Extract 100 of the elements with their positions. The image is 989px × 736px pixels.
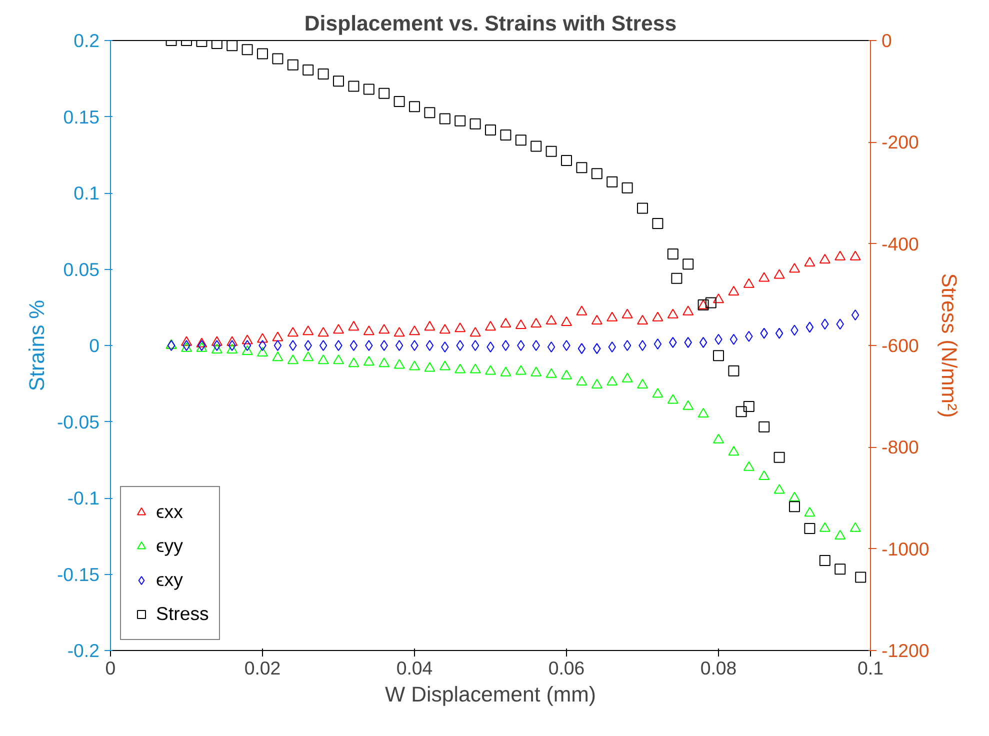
point	[774, 484, 785, 494]
x-tick-label: 0.02	[244, 658, 281, 678]
point	[363, 326, 374, 336]
y-tick-label: -0.15	[56, 564, 100, 585]
point	[743, 401, 754, 412]
point	[850, 250, 861, 260]
point	[530, 318, 542, 328]
point	[515, 365, 526, 375]
point	[705, 297, 716, 308]
point	[713, 350, 724, 362]
point	[561, 370, 572, 380]
y-tick-label: -0.2	[67, 640, 100, 661]
point	[622, 308, 633, 318]
y-axis-title: Strains %	[24, 300, 49, 392]
point	[804, 506, 816, 517]
point	[439, 113, 450, 124]
point	[348, 358, 360, 368]
point	[637, 314, 648, 324]
point	[394, 359, 405, 369]
point	[348, 80, 360, 92]
point	[819, 522, 830, 532]
point	[652, 388, 664, 398]
point	[682, 306, 694, 316]
point	[622, 372, 633, 382]
point	[213, 340, 221, 351]
point	[424, 320, 436, 331]
y-tick-label: 0.1	[74, 182, 100, 204]
y2-tick-label: -800	[882, 436, 919, 458]
point	[454, 364, 466, 374]
point	[606, 376, 618, 386]
point	[561, 316, 572, 326]
point	[439, 324, 450, 334]
point	[500, 366, 512, 376]
point	[318, 68, 329, 80]
point	[242, 44, 253, 56]
point	[789, 262, 800, 273]
point	[287, 327, 298, 337]
point	[652, 312, 664, 322]
point	[623, 340, 632, 351]
point	[806, 322, 814, 333]
point	[333, 354, 344, 364]
point	[287, 59, 298, 70]
point	[819, 555, 830, 566]
point	[394, 327, 405, 337]
point	[333, 324, 344, 334]
point	[242, 334, 253, 344]
point	[562, 340, 570, 351]
point	[274, 340, 282, 351]
point	[667, 308, 678, 318]
point	[226, 344, 238, 354]
y2-tick-label: -1000	[882, 538, 930, 560]
point	[272, 351, 284, 362]
point	[456, 340, 464, 351]
point	[546, 314, 557, 324]
point	[638, 340, 646, 351]
legend-label: ϵyy	[156, 534, 183, 558]
point	[409, 326, 420, 336]
point	[547, 342, 556, 353]
point	[211, 40, 222, 50]
legend-label: ϵxy	[156, 568, 183, 592]
point	[682, 400, 694, 410]
point	[517, 340, 525, 351]
point	[424, 362, 436, 372]
point	[728, 446, 740, 456]
y2-tick-label: -1200	[882, 640, 930, 661]
y2-tick-label: -400	[882, 233, 919, 254]
point	[728, 286, 740, 296]
y-tick-label: -0.05	[56, 411, 100, 432]
point	[363, 84, 374, 95]
point	[606, 312, 618, 322]
point	[257, 48, 268, 60]
point	[515, 319, 526, 330]
point	[363, 356, 374, 366]
point	[378, 358, 390, 368]
x-axis-title: W Displacement (mm)	[385, 682, 596, 706]
y2-axis-title: Stress (N/mm²)	[937, 273, 962, 418]
point	[671, 272, 682, 284]
y2-tick-label: 0	[882, 30, 892, 51]
point	[654, 338, 662, 350]
point	[637, 202, 648, 214]
point	[606, 176, 618, 188]
point	[758, 272, 770, 282]
point	[485, 124, 496, 136]
point	[380, 340, 388, 351]
point	[334, 340, 342, 351]
point	[532, 340, 540, 351]
point	[470, 118, 481, 130]
point	[576, 306, 588, 316]
point	[774, 269, 785, 279]
point	[546, 146, 557, 157]
point	[258, 340, 266, 351]
point	[454, 115, 466, 126]
x-tick-label: 0.06	[548, 658, 585, 678]
point	[789, 492, 800, 502]
point	[736, 406, 747, 418]
point	[743, 278, 754, 288]
point	[424, 107, 436, 118]
point	[454, 322, 466, 332]
point	[698, 408, 709, 418]
point	[730, 334, 738, 345]
